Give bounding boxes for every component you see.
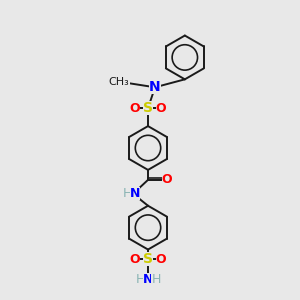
Text: N: N [130, 187, 140, 200]
Text: H: H [135, 273, 145, 286]
Text: N: N [143, 273, 153, 286]
Text: H: H [122, 187, 132, 200]
Text: S: S [143, 101, 153, 115]
Text: O: O [130, 253, 140, 266]
Text: H: H [151, 273, 161, 286]
Text: O: O [130, 102, 140, 115]
Text: O: O [162, 173, 172, 186]
Text: S: S [143, 253, 153, 266]
Text: CH₃: CH₃ [109, 77, 130, 87]
Text: O: O [156, 102, 166, 115]
Text: O: O [156, 253, 166, 266]
Text: N: N [149, 80, 161, 94]
